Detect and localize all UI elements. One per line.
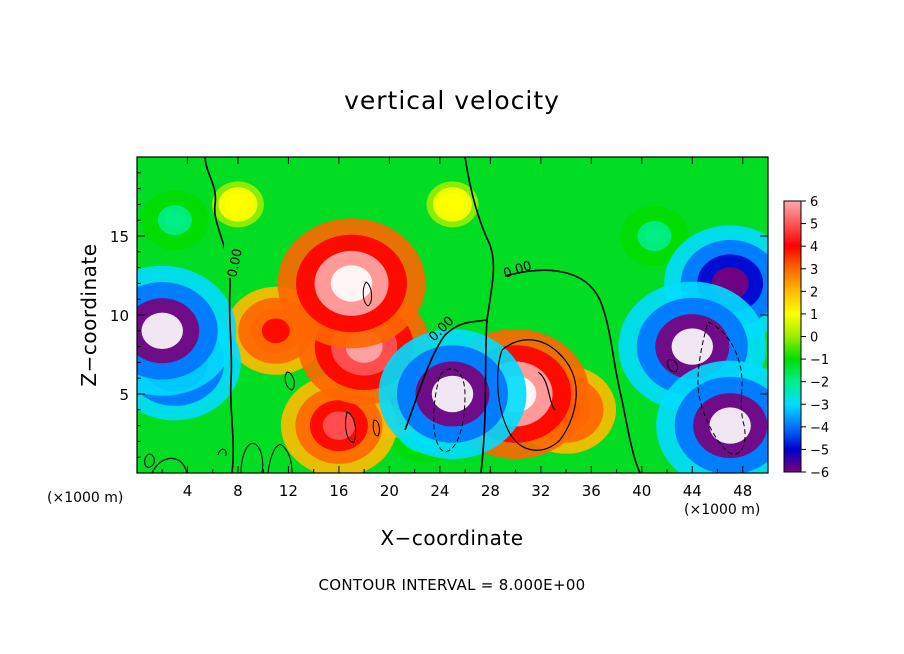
colorbar-ticks: 6 5 4 3 2 1 0 −1 −2 −3 −4 −5 −6	[801, 195, 829, 481]
zero-contour-line	[404, 319, 488, 431]
zero-contour-line	[504, 269, 641, 473]
contour-label-bg	[224, 238, 238, 278]
x-axis-units: (×1000 m)	[684, 502, 761, 518]
zero-contour-line	[345, 411, 357, 443]
x-tick-label: 8	[233, 482, 243, 500]
x-tick-label: 32	[531, 482, 550, 500]
colorbar-tick-label: −6	[810, 466, 829, 481]
x-tick-label: 16	[329, 482, 348, 500]
y-axis-units: (×1000 m)	[47, 490, 124, 506]
colorbar-tick-label: 6	[810, 195, 818, 210]
colorbar-tick-label: −1	[810, 353, 829, 368]
field-feature	[644, 227, 664, 245]
field-feature	[322, 411, 356, 440]
zero-contour-line	[217, 448, 227, 457]
field-feature	[709, 407, 751, 444]
zero-contour-line	[372, 419, 380, 437]
colorbar-tick-label: −5	[810, 443, 829, 458]
colorbar-tick-label: −3	[810, 398, 829, 413]
chart-title: vertical velocity	[344, 86, 560, 115]
zero-contour-line	[497, 339, 577, 451]
zero-contour-line	[204, 157, 235, 473]
field-feature	[261, 318, 290, 344]
y-tick-label: 15	[110, 228, 129, 246]
contour-interval-note: CONTOUR INTERVAL = 8.000E+00	[318, 576, 586, 594]
zero-contour-line	[362, 281, 373, 307]
y-tick-label: 5	[119, 386, 129, 404]
x-tick-label: 20	[380, 482, 399, 500]
zero-contour-line	[151, 457, 188, 473]
colorbar-tick-label: 5	[810, 218, 818, 233]
colorbar-tick-label: 0	[810, 331, 818, 346]
x-tick-label: 4	[183, 482, 193, 500]
y-tick-label: 10	[110, 307, 129, 325]
y-axis-ticks: 5 10 15	[110, 172, 768, 458]
contour-label: 0.00	[225, 247, 246, 278]
zero-contour-line	[144, 453, 155, 468]
zero-contour-line	[537, 371, 556, 411]
zero-contour-line	[464, 157, 495, 473]
x-tick-label: 40	[632, 482, 651, 500]
x-tick-label: 28	[481, 482, 500, 500]
x-axis-label: X−coordinate	[380, 526, 524, 550]
negative-contour-line	[697, 321, 746, 455]
colorbar-tick-label: −2	[810, 376, 829, 391]
field-feature	[165, 211, 185, 229]
colorbar-tick-label: 2	[810, 285, 818, 300]
x-tick-label: 44	[683, 482, 702, 500]
colorbar-tick-label: 4	[810, 240, 818, 255]
zero-contour-line	[284, 371, 295, 391]
x-tick-label: 12	[279, 482, 298, 500]
colorbar-tick-label: 1	[810, 308, 818, 323]
zero-contours	[144, 157, 746, 473]
zero-contour-line	[267, 444, 293, 473]
zero-contour-line	[240, 442, 264, 473]
field-feature	[445, 197, 460, 211]
field-feature	[671, 328, 714, 365]
field-feature	[330, 265, 373, 302]
x-axis-ticks: 4 8 12 16 20 24 28 32 36 40 44 48	[161, 157, 752, 500]
x-tick-label: 24	[430, 482, 449, 500]
y-axis-label: Z−coordinate	[77, 243, 101, 387]
colorbar: 6 5 4 3 2 1 0 −1 −2 −3 −4 −5 −6	[783, 195, 829, 481]
field-feature	[230, 197, 246, 211]
zero-contour-line	[667, 359, 678, 373]
colorbar-bar	[783, 200, 802, 473]
x-tick-label: 36	[582, 482, 601, 500]
field-feature	[431, 375, 474, 413]
colorbar-tick-label: −4	[810, 421, 829, 436]
x-tick-label: 48	[733, 482, 752, 500]
negative-contour-line	[433, 368, 466, 453]
velocity-field	[137, 181, 768, 473]
field-feature	[141, 312, 183, 349]
colorbar-tick-label: 3	[810, 263, 818, 278]
